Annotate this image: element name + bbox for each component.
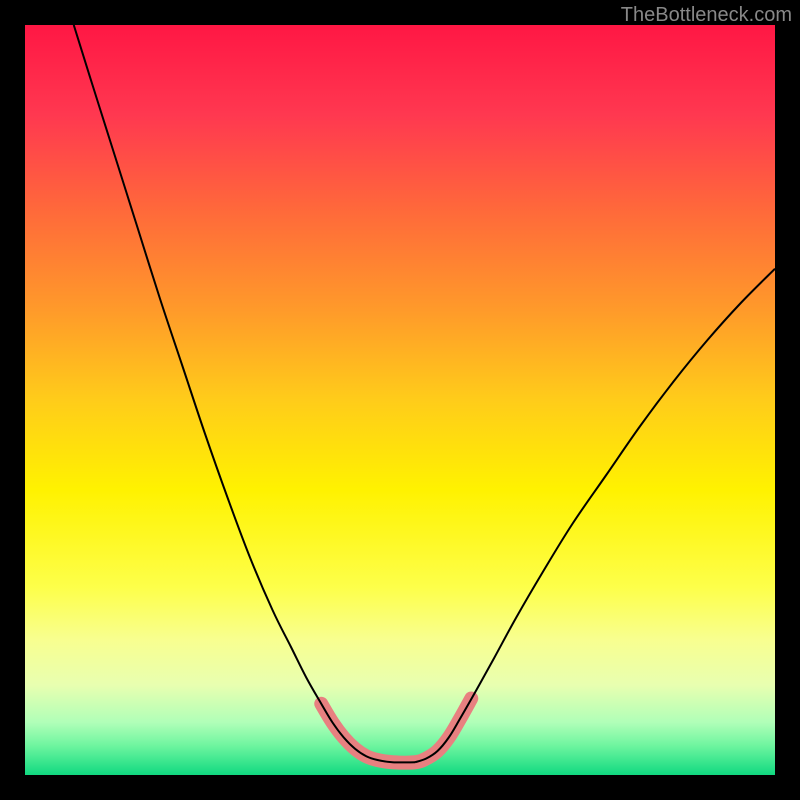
left-curve <box>74 25 415 762</box>
right-curve <box>415 269 775 763</box>
plot-area <box>25 25 775 775</box>
curves-layer <box>25 25 775 775</box>
chart-container: TheBottleneck.com <box>0 0 800 800</box>
pink-marker-segment <box>321 699 471 763</box>
watermark-text: TheBottleneck.com <box>621 4 792 27</box>
